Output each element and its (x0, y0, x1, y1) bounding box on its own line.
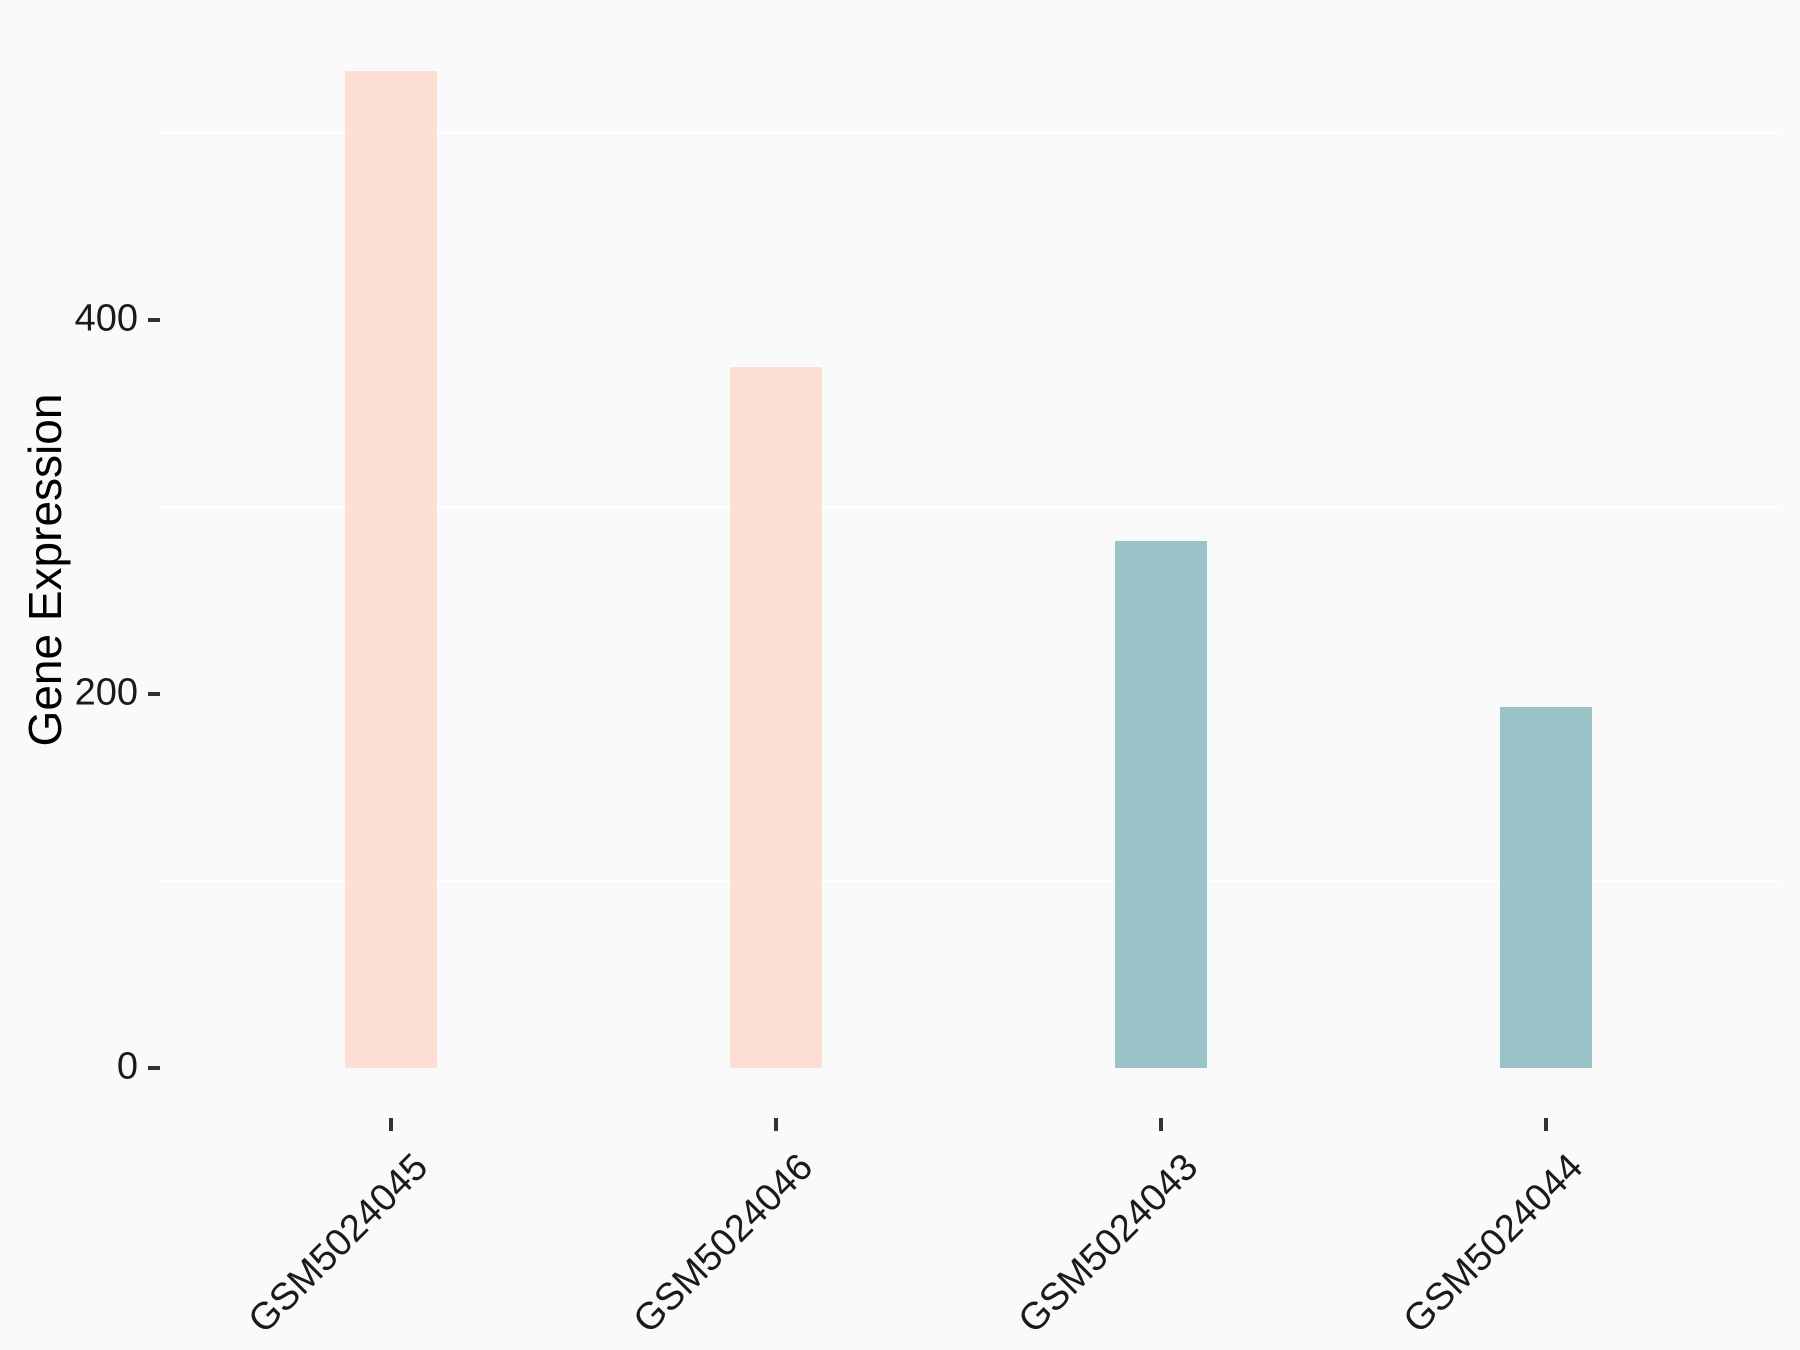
x-tick-label-GSM5024043: GSM5024043 (1010, 1146, 1206, 1342)
y-tick-label-0: 0 (116, 1045, 138, 1088)
y-axis-title: Gene Expression (19, 393, 71, 747)
y-tick-label-200: 200 (74, 671, 138, 714)
x-tick-label-GSM5024046: GSM5024046 (625, 1146, 821, 1342)
bar-GSM5024046 (730, 366, 822, 1068)
minor-gridline-y500 (160, 131, 1777, 135)
y-tick-label-400: 400 (74, 297, 138, 340)
minor-gridline-y100 (160, 879, 1777, 883)
bar-GSM5024044 (1500, 707, 1592, 1068)
x-tick-mark-GSM5024046 (774, 1118, 778, 1131)
x-tick-label-GSM5024044: GSM5024044 (1395, 1146, 1591, 1342)
y-tick-mark-400 (148, 318, 160, 322)
x-tick-label-GSM5024045: GSM5024045 (240, 1146, 436, 1342)
y-tick-mark-200 (148, 692, 160, 696)
x-tick-mark-GSM5024044 (1544, 1118, 1548, 1131)
bar-GSM5024045 (345, 71, 437, 1068)
x-tick-mark-GSM5024045 (389, 1118, 393, 1131)
y-tick-mark-0 (148, 1066, 160, 1070)
plot-panel (160, 21, 1777, 1118)
minor-gridline-y300 (160, 505, 1777, 509)
x-tick-mark-GSM5024043 (1159, 1118, 1163, 1131)
bar-GSM5024043 (1115, 540, 1207, 1068)
